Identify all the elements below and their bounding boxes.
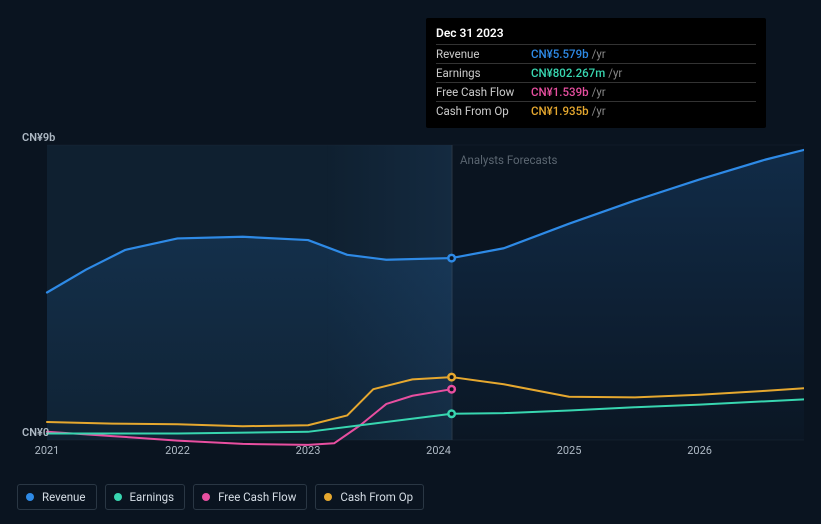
- x-axis-label: 2026: [687, 444, 712, 457]
- legend-item-label: Revenue: [42, 490, 86, 504]
- legend-dot-icon: [202, 493, 210, 501]
- legend-dot-icon: [26, 493, 34, 501]
- x-axis-label: 2025: [557, 444, 582, 457]
- tooltip-row-value: CN¥802.267m: [531, 66, 605, 80]
- tooltip-row-unit: /yr: [592, 47, 606, 61]
- x-axis-labels: 2021 2022 2023 2024 2025 2026: [17, 444, 804, 460]
- legend-item-revenue[interactable]: Revenue: [17, 484, 97, 510]
- legend-item-cash_from_op[interactable]: Cash From Op: [315, 484, 424, 510]
- legend-dot-icon: [114, 493, 122, 501]
- tooltip-row: Free Cash FlowCN¥1.539b/yr: [436, 83, 756, 102]
- legend-item-earnings[interactable]: Earnings: [105, 484, 186, 510]
- tooltip-row-value: CN¥1.935b: [531, 104, 589, 118]
- chart-area: Past Analysts Forecasts CN¥9bCN¥0 202120…: [17, 130, 804, 460]
- x-axis-label: 2021: [35, 444, 60, 457]
- legend-item-label: Earnings: [130, 490, 175, 504]
- tooltip-row-label: Earnings: [436, 66, 531, 80]
- chart-tooltip: Dec 31 2023 RevenueCN¥5.579b/yrEarningsC…: [426, 18, 766, 128]
- tooltip-row-unit: /yr: [592, 104, 606, 118]
- x-axis-label: 2022: [165, 444, 190, 457]
- tooltip-row-value: CN¥5.579b: [531, 47, 589, 61]
- tooltip-row-unit: /yr: [608, 66, 622, 80]
- tooltip-row: EarningsCN¥802.267m/yr: [436, 64, 756, 83]
- x-axis-label: 2024: [426, 444, 451, 457]
- x-axis-label: 2023: [296, 444, 321, 457]
- y-axis-label: CN¥9b: [22, 131, 55, 144]
- legend-item-label: Cash From Op: [340, 490, 413, 504]
- tooltip-date: Dec 31 2023: [436, 26, 756, 45]
- legend: Revenue Earnings Free Cash Flow Cash From O…: [17, 484, 424, 510]
- tooltip-row-label: Cash From Op: [436, 104, 531, 118]
- y-axis-label: CN¥0: [22, 426, 49, 439]
- legend-item-label: Free Cash Flow: [218, 490, 296, 504]
- tooltip-row: Cash From OpCN¥1.935b/yr: [436, 102, 756, 120]
- chart-svg[interactable]: [17, 130, 804, 460]
- tooltip-row-unit: /yr: [592, 85, 606, 99]
- tooltip-row-label: Free Cash Flow: [436, 85, 531, 99]
- tooltip-row-label: Revenue: [436, 47, 531, 61]
- legend-dot-icon: [324, 493, 332, 501]
- tooltip-row-value: CN¥1.539b: [531, 85, 589, 99]
- legend-item-free_cash_flow[interactable]: Free Cash Flow: [193, 484, 307, 510]
- tooltip-row: RevenueCN¥5.579b/yr: [436, 45, 756, 64]
